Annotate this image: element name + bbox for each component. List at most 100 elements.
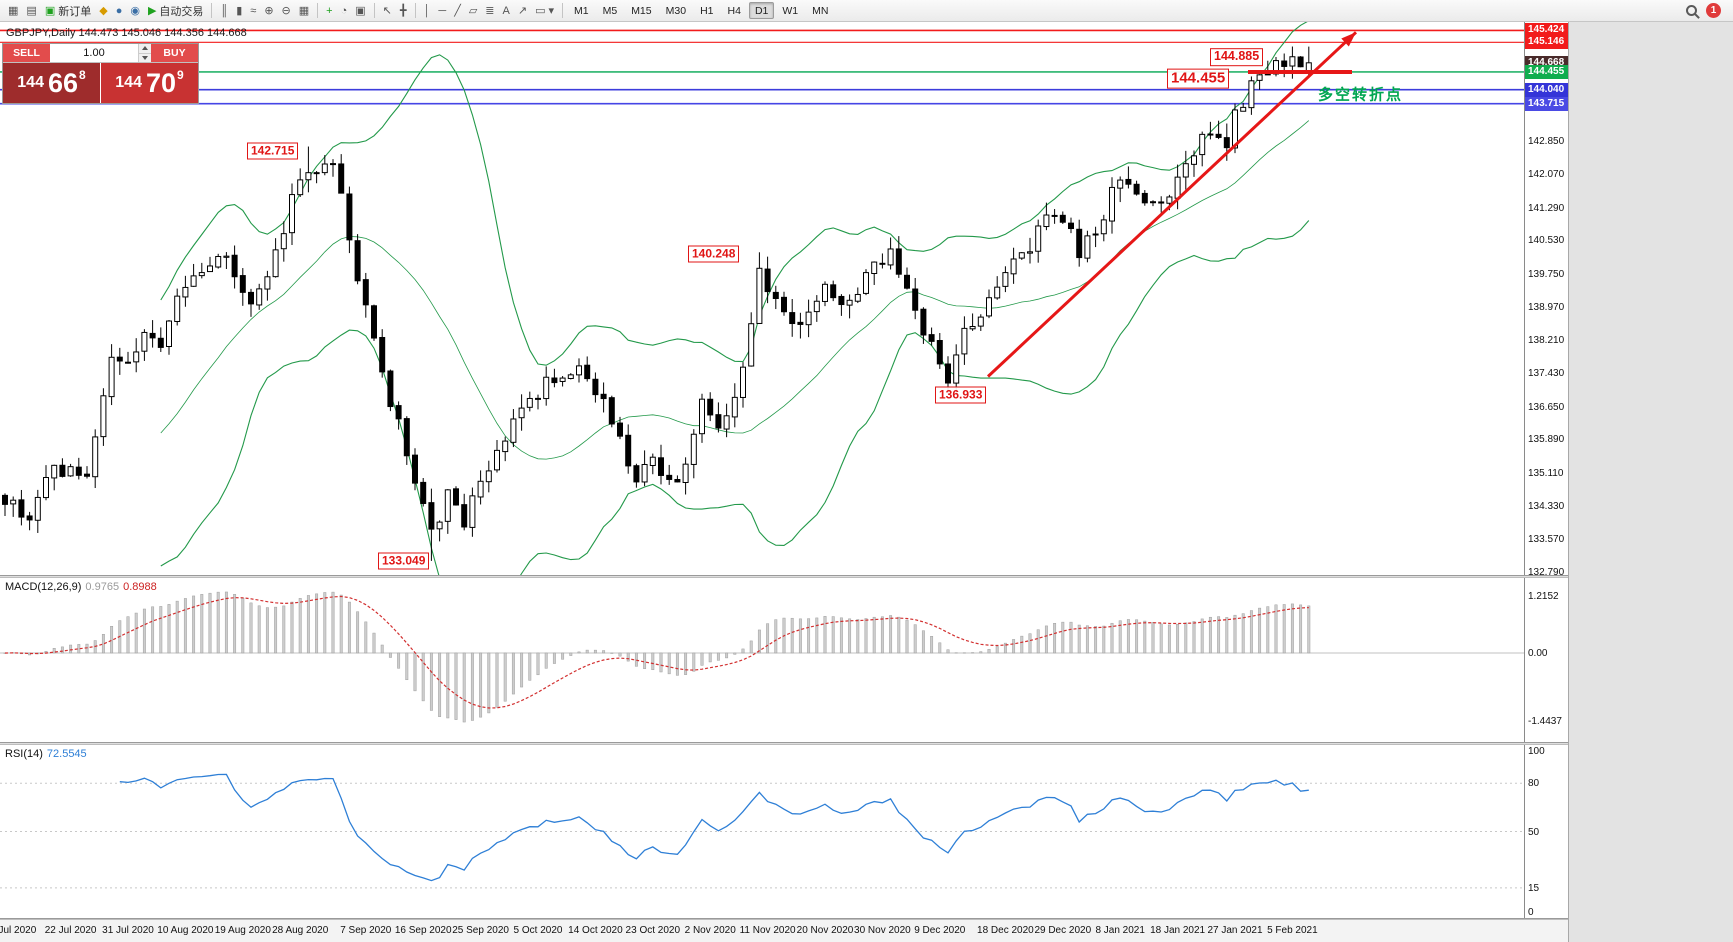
timeframe-m30-button[interactable]: M30	[665, 5, 687, 17]
crosshair-icon: ╋	[399, 4, 407, 17]
arrow-tool-button[interactable]: ↗	[514, 2, 531, 20]
rsi-panel[interactable]: RSI(14) 72.5545 100 80 50 15 0	[0, 745, 1568, 918]
volume-down-button[interactable]	[139, 52, 151, 62]
shapes-icon: ▭	[535, 4, 546, 17]
horizontal-line-tool-button[interactable]: ─	[434, 2, 450, 20]
fibonacci-icon: ≣	[485, 4, 495, 17]
templates-button[interactable]: ▣	[351, 2, 369, 20]
new-order-icon: ▣	[44, 4, 56, 17]
price-axis-tag: 145.424	[1525, 23, 1568, 38]
macd-axis-tick: 1.2152	[1528, 591, 1559, 603]
date-axis-label: 7 Sep 2020	[340, 925, 392, 936]
zoom-in-button[interactable]: ⊕	[260, 2, 277, 20]
candlestick-mode-button[interactable]: ▮	[232, 2, 246, 20]
new-order-label: 新订单	[58, 5, 92, 18]
rsi-axis-tick: 50	[1528, 826, 1540, 838]
expert-advisors-button[interactable]: ◆	[95, 2, 111, 20]
search-icon[interactable]	[1686, 5, 1697, 16]
buy-button[interactable]: BUY	[151, 44, 198, 62]
macd-axis-tick: -1.4437	[1528, 715, 1562, 727]
chevron-down-icon: ▾	[548, 4, 554, 17]
crosshair-tool-button[interactable]: ╋	[396, 2, 411, 20]
volume-up-button[interactable]	[139, 44, 151, 53]
history-button[interactable]: ◉	[126, 2, 144, 20]
date-axis-label: 2 Nov 2020	[684, 925, 736, 936]
sell-price-point: 8	[79, 68, 86, 82]
trend-arrow[interactable]	[986, 31, 1358, 378]
notification-badge[interactable]: 1	[1706, 3, 1721, 18]
scripts-icon: ●	[115, 4, 123, 17]
price-axis-tick: 136.650	[1528, 401, 1565, 413]
chart-window-button[interactable]: ▦	[4, 2, 22, 20]
price-axis-tick: 142.070	[1528, 169, 1565, 181]
tile-windows-button[interactable]: ▦	[295, 2, 313, 20]
indicators-button[interactable]: +	[322, 2, 336, 20]
timeframe-h4-button[interactable]: H4	[727, 5, 741, 17]
trendline-tool-button[interactable]: ╱	[450, 2, 465, 20]
fibonacci-tool-button[interactable]: ≣	[481, 2, 498, 20]
main-chart-panel[interactable]: 142.715 140.248 136.933 133.049 144.885 144.4…	[0, 22, 1568, 575]
volume-value[interactable]: 1.00	[83, 47, 105, 59]
date-axis-label: 11 Nov 2020	[739, 925, 796, 936]
sell-button[interactable]: SELL	[3, 44, 50, 62]
date-axis-label: 19 Aug 2020	[214, 925, 271, 936]
macd-name: MACD(12,26,9)	[5, 581, 82, 593]
timeframe-m15-button[interactable]: M15	[631, 5, 652, 17]
timeframe-h1-button[interactable]: H1	[700, 5, 714, 17]
rsi-value: 72.5545	[46, 748, 87, 760]
candlestick-chart-icon: ▮	[236, 4, 243, 17]
market-watch-button[interactable]: ▤	[22, 2, 40, 20]
date-axis-label: 20 Nov 2020	[796, 925, 854, 936]
price-axis-tick: 138.210	[1528, 334, 1565, 346]
new-order-button[interactable]: ▣ 新订单	[41, 2, 95, 20]
vertical-line-tool-button[interactable]: │	[420, 2, 435, 20]
panel-separator[interactable]	[0, 575, 1568, 578]
channel-tool-button[interactable]: ▱	[465, 2, 481, 20]
shapes-dropdown-button[interactable]: ▭ ▾	[531, 2, 558, 20]
panel-separator[interactable]	[0, 918, 1568, 920]
price-axis-tick: 132.790	[1528, 566, 1565, 575]
periods-button[interactable]: ◔	[337, 2, 352, 20]
bar-chart-mode-button[interactable]: ║	[216, 2, 232, 20]
toolbar-separator	[562, 3, 563, 18]
history-icon: ◉	[130, 4, 140, 17]
price-chart-canvas[interactable]	[0, 22, 1524, 575]
line-chart-icon: ≈	[250, 4, 257, 17]
price-axis-tick: 138.970	[1528, 302, 1565, 314]
zoom-out-button[interactable]: ⊖	[278, 2, 295, 20]
scripts-button[interactable]: ●	[112, 2, 127, 20]
auto-trading-button[interactable]: ▶ 自动交易	[144, 2, 207, 20]
timeframe-w1-button[interactable]: W1	[782, 5, 799, 17]
price-axis-tick: 139.750	[1528, 268, 1565, 280]
volume-input[interactable]: 1.00	[50, 44, 151, 62]
macd-histogram	[3, 591, 1311, 723]
timeframe-m5-button[interactable]: M5	[602, 5, 618, 17]
date-axis-label: 25 Sep 2020	[452, 925, 509, 936]
horizontal-line-icon: ─	[438, 4, 447, 17]
panel-separator[interactable]	[0, 742, 1568, 745]
date-axis-label: 14 Oct 2020	[568, 925, 623, 936]
chart-workspace: 142.715 140.248 136.933 133.049 144.885 144.4…	[0, 22, 1733, 942]
level-lines	[0, 29, 1524, 105]
timeframe-m1-button[interactable]: M1	[574, 5, 589, 17]
price-axis: 142.850 142.070 141.290 140.530 139.750 138.9…	[1524, 22, 1568, 575]
volume-spinner	[138, 44, 151, 62]
price-axis-tick: 141.290	[1528, 202, 1565, 214]
text-tool-button[interactable]: A	[499, 2, 514, 20]
right-gutter-panel	[1568, 22, 1733, 942]
one-click-trading-panel: SELL 1.00 BUY 144 66 8 144 7	[2, 43, 199, 104]
macd-panel[interactable]: MACD(12,26,9) 0.9765 0.8988 1.2152 0.00 -1.4…	[0, 578, 1568, 742]
price-axis-tag: 143.715	[1525, 96, 1568, 111]
timeframe-mn-button[interactable]: MN	[812, 5, 829, 17]
price-axis-tick: 140.530	[1528, 235, 1565, 247]
timeframe-d1-button[interactable]: D1	[748, 2, 775, 19]
cursor-tool-button[interactable]: ↖	[379, 2, 396, 20]
date-axis-label: 28 Aug 2020	[272, 925, 329, 936]
buy-price-button[interactable]: 144 70 9	[100, 63, 198, 103]
sell-price-button[interactable]: 144 66 8	[3, 63, 100, 103]
sell-price-main: 144	[17, 74, 44, 91]
triangle-down-icon	[142, 55, 148, 60]
line-chart-mode-button[interactable]: ≈	[246, 2, 260, 20]
